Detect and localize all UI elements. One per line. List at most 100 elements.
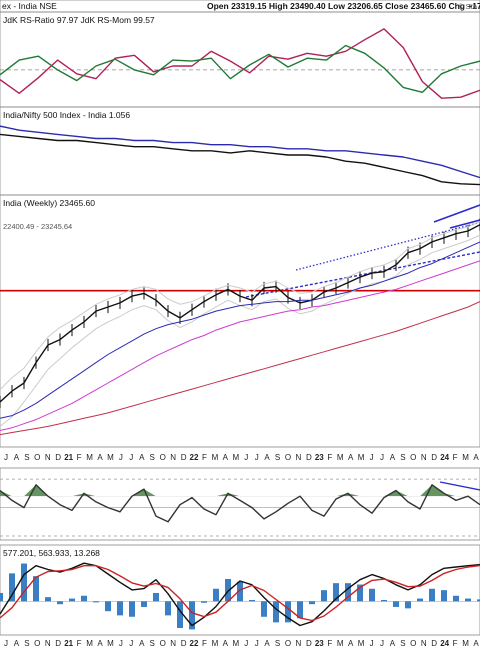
x-tick-label: A — [264, 453, 270, 462]
histogram-bar — [405, 601, 411, 609]
panel-frames — [0, 0, 480, 636]
x-tick-label: S — [275, 453, 280, 462]
histogram-bar — [441, 590, 447, 602]
x-tick-label: F — [202, 639, 207, 648]
histogram-bar — [129, 601, 135, 617]
x-tick-label: O — [285, 453, 291, 462]
x-tick-label: 24 — [440, 453, 449, 462]
relative-strength-plot — [0, 125, 480, 186]
ohlc-readout: Open 23319.15 High 23490.40 Low 23206.65… — [207, 1, 480, 11]
x-tick-label: 23 — [315, 453, 324, 462]
x-tick-label: M — [358, 639, 365, 648]
x-tick-label: M — [107, 639, 114, 648]
price-series-ma-200 — [0, 301, 480, 436]
x-tick-label: A — [348, 639, 354, 648]
histogram-bar — [453, 595, 459, 602]
x-tick-label: J — [380, 453, 384, 462]
x-tick-label: D — [306, 639, 312, 648]
histogram-bar — [177, 601, 183, 628]
x-tick-label: S — [150, 453, 155, 462]
rs-panel-title: India/Nifty 500 Index - India 1.056 — [3, 110, 130, 120]
x-tick-label: A — [14, 453, 20, 462]
x-axis: J A S O N D 21 F M A M J J A S O N D 22 F M A M J J A S O N D 23 F M A M J J… — [4, 453, 479, 462]
channel-bottom-line — [449, 219, 480, 229]
x-tick-label: A — [348, 453, 354, 462]
overbought-fill — [0, 484, 480, 497]
histogram-bar — [477, 599, 480, 602]
x-tick-label: S — [150, 639, 155, 648]
x-tick-label: N — [421, 453, 427, 462]
x-tick-label: F — [453, 453, 458, 462]
histogram-bar — [381, 599, 387, 602]
x-tick-label: M — [462, 453, 469, 462]
histogram-bar — [93, 601, 99, 603]
price-series-ma-50 — [0, 241, 480, 419]
indicator-series-oscillator — [0, 484, 480, 523]
x-tick-label: J — [255, 453, 259, 462]
histogram-bar — [285, 601, 291, 623]
rrg-momentum-plot — [0, 28, 480, 99]
x-tick-label: J — [129, 639, 133, 648]
histogram-bar — [0, 592, 3, 602]
relative-strength-series-india-nifty-500-index — [0, 133, 480, 186]
histogram-bar — [153, 592, 159, 602]
histogram-bar — [237, 581, 243, 602]
x-tick-label: N — [170, 453, 176, 462]
x-tick-label: A — [473, 639, 479, 648]
indicator-plot — [0, 478, 480, 537]
x-tick-label: D — [181, 639, 187, 648]
price-series-upper-band — [0, 221, 480, 391]
x-tick-label: A — [223, 639, 229, 648]
x-tick-label: O — [410, 453, 416, 462]
price-panel-frame — [0, 194, 480, 448]
x-tick-label: D — [431, 453, 437, 462]
histogram-bar — [105, 601, 111, 612]
x-tick-label: S — [400, 453, 405, 462]
x-tick-label: M — [232, 453, 239, 462]
x-tick-label: M — [232, 639, 239, 648]
x-tick-label: N — [170, 639, 176, 648]
x-tick-label: M — [212, 453, 219, 462]
histogram-bar — [9, 573, 15, 602]
histogram-bar — [201, 601, 207, 603]
x-tick-label: F — [202, 453, 207, 462]
x-tick-label: A — [390, 453, 396, 462]
macd-panel-frame — [0, 544, 480, 636]
x-tick-label: O — [34, 453, 40, 462]
x-tick-label: N — [45, 639, 51, 648]
x-tick-label: M — [86, 453, 93, 462]
histogram-bar — [189, 601, 195, 630]
x-tick-label: S — [275, 639, 280, 648]
x-tick-label: M — [337, 453, 344, 462]
histogram-bar — [333, 583, 339, 602]
x-tick-label: A — [390, 639, 396, 648]
histogram-bar — [429, 588, 435, 602]
x-tick-label: D — [55, 639, 61, 648]
x-tick-label: F — [77, 453, 82, 462]
x-axis-bottom: J A S O N D 21 F M A M J J A S O N D 22 F M A M J J A S O N D 23 F M A M J J… — [4, 639, 479, 648]
x-tick-label: M — [337, 639, 344, 648]
x-tick-label: J — [119, 639, 123, 648]
x-tick-label: 23 — [315, 639, 324, 648]
chart-title-fragment: ex - India NSE — [2, 1, 57, 11]
x-tick-label: F — [77, 639, 82, 648]
histogram-bar — [321, 590, 327, 602]
x-tick-label: 21 — [64, 639, 73, 648]
x-tick-label: F — [453, 639, 458, 648]
histogram-bar — [393, 601, 399, 607]
macd-plot — [0, 562, 480, 630]
histogram-bar — [117, 601, 123, 616]
price-panel-subtitle: 22400.49 - 23245.64 — [3, 222, 72, 231]
relative-strength-series-ma — [0, 125, 480, 179]
x-tick-label: M — [212, 639, 219, 648]
histogram-bar — [21, 563, 27, 602]
x-tick-label: A — [473, 453, 479, 462]
x-tick-label: J — [244, 639, 248, 648]
histogram-bar — [33, 576, 39, 602]
indicator-panel-frame — [0, 467, 480, 541]
x-tick-label: 22 — [190, 453, 199, 462]
histogram-bar — [261, 601, 267, 617]
x-tick-label: A — [139, 453, 145, 462]
trendline-annotations — [245, 204, 480, 491]
